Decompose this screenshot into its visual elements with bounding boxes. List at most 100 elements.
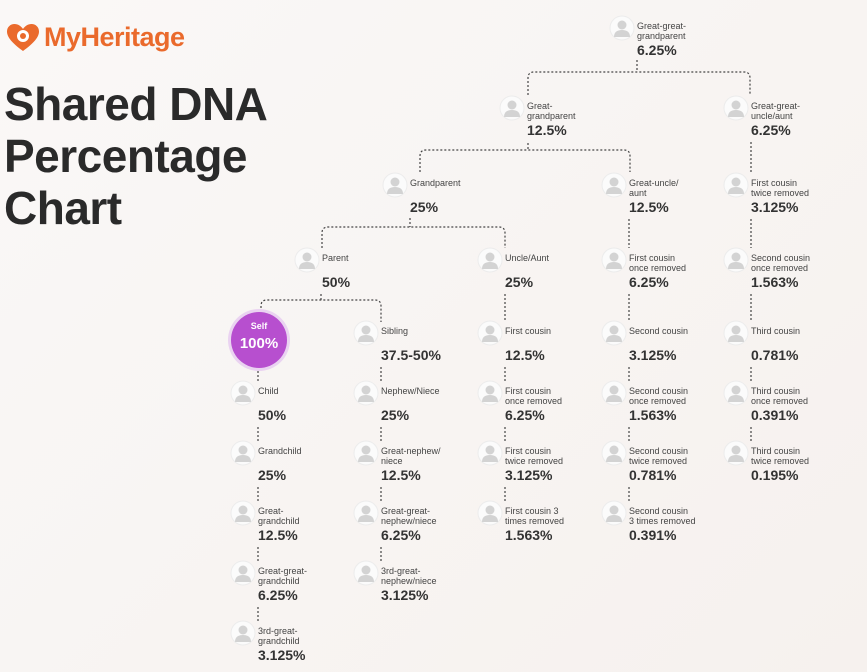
icon-body xyxy=(606,187,622,194)
node-percentage: 3.125% xyxy=(258,647,306,663)
icon-head xyxy=(361,325,371,335)
person-icon xyxy=(294,247,320,273)
icon-body xyxy=(606,515,622,522)
node-label: Great-great- nephew/niece xyxy=(381,506,437,526)
icon-head xyxy=(609,505,619,515)
person-icon xyxy=(723,172,749,198)
node-percentage: 6.25% xyxy=(505,407,545,423)
node-percentage: 12.5% xyxy=(629,199,669,215)
connector xyxy=(419,143,631,172)
node-label: Nephew/Niece xyxy=(381,386,440,396)
icon-body xyxy=(482,515,498,522)
icon-body xyxy=(482,395,498,402)
node-label: Third cousin once removed xyxy=(751,386,809,406)
icon-body xyxy=(482,262,498,269)
node-label: First cousin twice removed xyxy=(751,178,810,198)
person-icon xyxy=(353,500,379,526)
person-icon xyxy=(609,15,635,41)
icon-head xyxy=(390,177,400,187)
icon-body xyxy=(614,30,630,37)
node-percentage: 25% xyxy=(381,407,410,423)
icon-head xyxy=(609,445,619,455)
icon-head xyxy=(731,252,741,262)
icon-head xyxy=(731,177,741,187)
node-percentage: 12.5% xyxy=(505,347,545,363)
logo-text: MyHeritage xyxy=(44,22,185,52)
person-icon xyxy=(601,500,627,526)
node-label: Third cousin xyxy=(751,326,801,336)
icon-body xyxy=(606,335,622,342)
page-title: Shared DNA Percentage Chart xyxy=(4,78,266,234)
node-label: Grandchild xyxy=(258,446,302,456)
node-percentage: 6.25% xyxy=(629,274,669,290)
icon-head xyxy=(302,252,312,262)
person-icon xyxy=(477,440,503,466)
icon-head xyxy=(238,505,248,515)
node-percentage: 50% xyxy=(322,274,351,290)
person-icon xyxy=(723,320,749,346)
node-label: Great-great- grandparent xyxy=(637,21,687,41)
node-percentage: 0.391% xyxy=(751,407,799,423)
node-label: Great-uncle/ aunt xyxy=(629,178,679,198)
node-label: Sibling xyxy=(381,326,409,336)
node-percentage: 12.5% xyxy=(381,467,421,483)
icon-head xyxy=(361,565,371,575)
icon-body xyxy=(358,335,374,342)
icon-body xyxy=(235,515,251,522)
person-icon xyxy=(477,320,503,346)
node-label: Grandparent xyxy=(410,178,461,188)
icon-head xyxy=(731,385,741,395)
icon-body xyxy=(728,455,744,462)
icon-head xyxy=(361,385,371,395)
node-percentage: 1.563% xyxy=(751,274,799,290)
icon-head xyxy=(731,445,741,455)
icon-head xyxy=(609,385,619,395)
logo-icon xyxy=(7,23,39,51)
node-percentage: 25% xyxy=(410,199,439,215)
connector xyxy=(321,218,506,248)
icon-head xyxy=(731,325,741,335)
icon-body xyxy=(235,575,251,582)
node-label: Great- grandparent xyxy=(527,101,576,121)
node-percentage: 3.125% xyxy=(751,199,799,215)
icon-body xyxy=(606,455,622,462)
icon-head xyxy=(617,20,627,30)
icon-body xyxy=(606,262,622,269)
node-percentage: 6.25% xyxy=(258,587,298,603)
node-percentage: 3.125% xyxy=(505,467,553,483)
person-icon xyxy=(353,380,379,406)
connector xyxy=(260,294,382,322)
icon-head xyxy=(485,385,495,395)
node-percentage: 1.563% xyxy=(505,527,553,543)
node-percentage: 6.25% xyxy=(381,527,421,543)
person-icon xyxy=(230,440,256,466)
node-label: First cousin xyxy=(505,326,552,336)
node-percentage: 6.25% xyxy=(751,122,791,138)
node-label: Great-nephew/ niece xyxy=(381,446,441,466)
node-label: Third cousin twice removed xyxy=(751,446,810,466)
icon-body xyxy=(728,262,744,269)
icon-body xyxy=(728,395,744,402)
self-node: Self 100% xyxy=(231,312,287,368)
icon-body xyxy=(606,395,622,402)
node-percentage: 12.5% xyxy=(527,122,567,138)
icon-body xyxy=(358,515,374,522)
person-icon xyxy=(723,95,749,121)
person-icon xyxy=(230,560,256,586)
person-icon xyxy=(382,172,408,198)
icon-body xyxy=(235,635,251,642)
person-icon xyxy=(230,500,256,526)
icon-head xyxy=(485,445,495,455)
node-percentage: 6.25% xyxy=(637,42,677,58)
person-icon xyxy=(723,440,749,466)
person-icon xyxy=(477,500,503,526)
person-icon xyxy=(353,440,379,466)
node-percentage: 25% xyxy=(505,274,534,290)
node-label: First cousin 3 times removed xyxy=(505,506,565,526)
person-icon xyxy=(723,247,749,273)
icon-body xyxy=(387,187,403,194)
node-label: Second cousin once removed xyxy=(751,253,811,273)
